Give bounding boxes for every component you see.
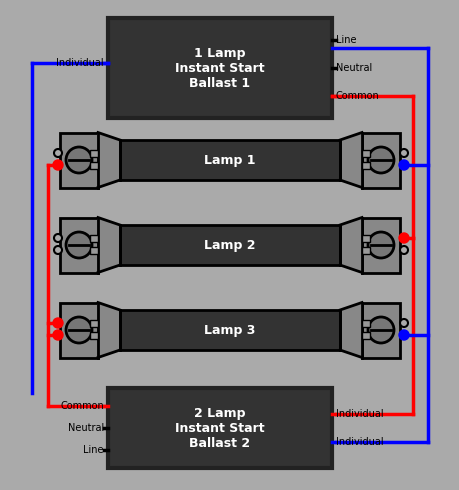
Polygon shape bbox=[339, 132, 361, 188]
Bar bbox=[120, 310, 339, 350]
Circle shape bbox=[398, 330, 408, 340]
Polygon shape bbox=[339, 302, 361, 358]
Bar bbox=[60, 302, 98, 358]
Circle shape bbox=[54, 234, 62, 242]
Circle shape bbox=[367, 317, 393, 343]
Circle shape bbox=[66, 232, 92, 258]
Circle shape bbox=[398, 233, 408, 243]
Bar bbox=[90, 162, 98, 169]
Bar bbox=[120, 225, 339, 265]
Bar bbox=[90, 319, 98, 326]
Polygon shape bbox=[98, 218, 120, 272]
Text: Line: Line bbox=[335, 35, 356, 45]
Circle shape bbox=[367, 147, 393, 173]
Bar bbox=[361, 302, 399, 358]
Text: Individual: Individual bbox=[56, 58, 104, 68]
Bar bbox=[108, 18, 331, 118]
Text: Common: Common bbox=[335, 91, 379, 101]
Text: Neutral: Neutral bbox=[67, 423, 104, 433]
Bar bbox=[361, 246, 369, 253]
Bar bbox=[108, 388, 331, 468]
Bar bbox=[90, 149, 98, 156]
Polygon shape bbox=[339, 218, 361, 272]
Bar bbox=[361, 235, 369, 242]
Bar bbox=[361, 162, 369, 169]
Circle shape bbox=[367, 232, 393, 258]
Bar bbox=[90, 235, 98, 242]
Circle shape bbox=[399, 246, 407, 254]
Circle shape bbox=[398, 160, 408, 170]
Text: Lamp 3: Lamp 3 bbox=[204, 323, 255, 337]
Bar bbox=[90, 332, 98, 339]
Bar bbox=[120, 140, 339, 180]
Text: Line: Line bbox=[84, 445, 104, 455]
Bar bbox=[361, 319, 369, 326]
Circle shape bbox=[53, 318, 63, 328]
Circle shape bbox=[399, 319, 407, 327]
Bar bbox=[60, 218, 98, 272]
Text: Lamp 1: Lamp 1 bbox=[204, 153, 255, 167]
Text: Neutral: Neutral bbox=[335, 63, 371, 73]
Circle shape bbox=[54, 149, 62, 157]
Text: 1 Lamp
Instant Start
Ballast 1: 1 Lamp Instant Start Ballast 1 bbox=[175, 47, 264, 90]
Bar bbox=[361, 332, 369, 339]
Text: Individual: Individual bbox=[335, 437, 383, 446]
Bar bbox=[361, 132, 399, 188]
Circle shape bbox=[399, 149, 407, 157]
Polygon shape bbox=[98, 302, 120, 358]
Bar bbox=[90, 246, 98, 253]
Bar bbox=[60, 132, 98, 188]
Circle shape bbox=[54, 246, 62, 254]
Circle shape bbox=[53, 330, 63, 340]
Text: Lamp 2: Lamp 2 bbox=[204, 239, 255, 251]
Circle shape bbox=[66, 147, 92, 173]
Circle shape bbox=[53, 160, 63, 170]
Circle shape bbox=[66, 317, 92, 343]
Bar bbox=[361, 149, 369, 156]
Polygon shape bbox=[98, 132, 120, 188]
Bar bbox=[361, 218, 399, 272]
Text: Individual: Individual bbox=[335, 410, 383, 419]
Text: 2 Lamp
Instant Start
Ballast 2: 2 Lamp Instant Start Ballast 2 bbox=[175, 407, 264, 449]
Text: Common: Common bbox=[60, 401, 104, 411]
